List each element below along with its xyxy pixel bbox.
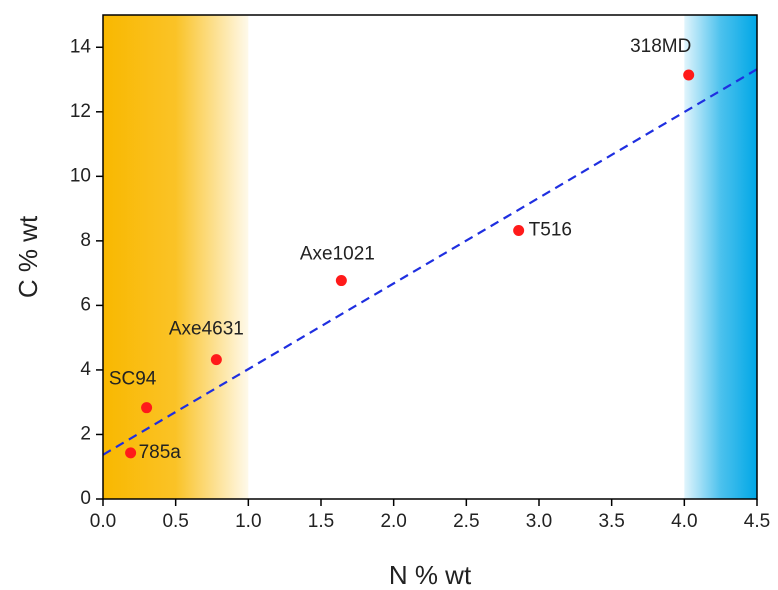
point-label: SC94 bbox=[109, 369, 157, 390]
y-tick-label: 12 bbox=[70, 101, 91, 122]
data-point bbox=[683, 69, 695, 81]
x-tick-label: 3.5 bbox=[598, 511, 624, 532]
data-point bbox=[210, 354, 222, 366]
y-tick-label: 8 bbox=[80, 230, 91, 251]
y-tick-label: 2 bbox=[80, 423, 91, 444]
shaded-region bbox=[103, 15, 249, 499]
shaded-region bbox=[684, 15, 757, 499]
x-axis-title: N % wt bbox=[389, 560, 472, 590]
point-label: Axe1021 bbox=[300, 244, 375, 265]
x-tick-label: 2.5 bbox=[453, 511, 479, 532]
data-point bbox=[513, 225, 525, 237]
point-label: T516 bbox=[529, 220, 572, 241]
x-tick-label: 4.0 bbox=[671, 511, 697, 532]
x-tick-label: 0.0 bbox=[90, 511, 116, 532]
x-tick-label: 0.5 bbox=[162, 511, 188, 532]
x-tick-label: 1.5 bbox=[308, 511, 334, 532]
point-label: 318MD bbox=[630, 36, 691, 57]
fit-line bbox=[102, 68, 758, 456]
data-point bbox=[141, 402, 153, 414]
x-tick-label: 1.0 bbox=[235, 511, 261, 532]
point-label: Axe4631 bbox=[169, 319, 244, 340]
y-tick-label: 0 bbox=[80, 488, 91, 509]
x-tick-label: 4.5 bbox=[744, 511, 770, 532]
data-point bbox=[125, 447, 137, 459]
data-point bbox=[335, 275, 347, 287]
x-tick-label: 2.0 bbox=[380, 511, 406, 532]
y-tick-label: 14 bbox=[70, 36, 92, 57]
y-axis-title: C % wt bbox=[13, 215, 43, 298]
x-tick-label: 3.0 bbox=[526, 511, 552, 532]
y-tick-label: 6 bbox=[80, 294, 91, 315]
point-label: 785a bbox=[139, 442, 182, 463]
plot-frame bbox=[102, 14, 758, 500]
y-tick-label: 4 bbox=[80, 359, 91, 380]
y-tick-label: 10 bbox=[70, 165, 91, 186]
